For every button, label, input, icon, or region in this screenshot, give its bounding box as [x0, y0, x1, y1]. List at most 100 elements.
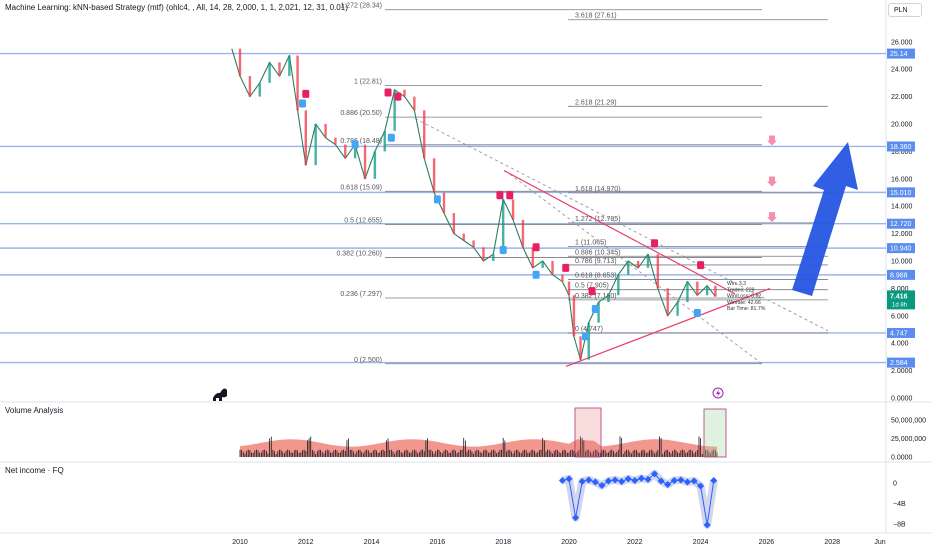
price-candle	[617, 275, 619, 296]
buy-signal-marker	[500, 246, 507, 254]
time-axis-tick-label: 2026	[759, 539, 775, 546]
time-axis-tick-label: 2018	[495, 539, 511, 546]
fib-right-label: 0.618 (8.653)	[575, 272, 617, 279]
price-candle	[268, 62, 270, 83]
price-candle	[314, 124, 316, 165]
price-level-label: 25.14	[890, 51, 908, 58]
time-axis-tick-label: 2012	[298, 539, 314, 546]
volume-axis-tick-label: 50,000,000	[891, 418, 926, 425]
volume-axis-tick-label: 0.0000	[891, 455, 913, 462]
sell-signal-marker	[506, 191, 513, 199]
price-candle	[384, 131, 386, 152]
price-candle	[472, 240, 474, 247]
buy-signal-marker	[582, 332, 589, 340]
price-candle	[588, 323, 590, 360]
fib-left-label: 0.886 (20.50)	[340, 110, 382, 117]
time-axis-tick-label: Jun	[874, 539, 885, 546]
price-level-label: 8.988	[890, 272, 908, 279]
price-level-label: 15.010	[890, 190, 912, 197]
price-axis-tick-label: 12.000	[891, 231, 913, 238]
income-axis-tick-label: −4B	[893, 501, 906, 508]
fib-right-label: 1.618 (14.970)	[575, 186, 621, 193]
price-axis-tick-label: 16.000	[891, 176, 913, 183]
sell-signal-marker	[697, 261, 704, 269]
price-level-label: 4.747	[890, 330, 908, 337]
price-level-label: 12.720	[890, 221, 912, 228]
fib-right-label: 3.618 (27.61)	[575, 13, 617, 20]
volume-pane-title: Volume Analysis	[5, 406, 63, 415]
price-axis-tick-label: 0.0000	[891, 396, 913, 403]
time-axis-tick-label: 2016	[430, 539, 446, 546]
price-candle	[239, 49, 241, 76]
price-candle	[714, 286, 716, 297]
sell-signal-marker	[302, 90, 309, 98]
price-candle	[502, 199, 504, 254]
price-candle	[374, 151, 376, 178]
price-candle	[413, 97, 415, 111]
price-candle	[423, 110, 425, 158]
price-candle	[647, 254, 649, 268]
price-candle	[492, 254, 494, 261]
fib-left-label: 0.382 (10.260)	[336, 250, 382, 257]
income-axis-tick-label: 0	[893, 481, 897, 488]
price-axis-tick-label: 6.000	[891, 313, 909, 320]
time-axis-tick-label: 2024	[693, 539, 709, 546]
buy-signal-marker	[694, 309, 701, 317]
fib-left-label: 0.618 (15.09)	[340, 184, 382, 191]
strategy-stat-label: Trades: 229	[727, 287, 755, 293]
price-candle	[579, 336, 581, 359]
price-candle	[607, 295, 609, 302]
price-candle	[551, 261, 553, 275]
price-candle	[364, 145, 366, 179]
price-candle	[296, 56, 298, 111]
fib-left-label: 0.236 (7.297)	[340, 291, 382, 298]
price-axis-tick-label: 14.000	[891, 204, 913, 211]
currency-selector[interactable]: PLN	[888, 3, 922, 17]
fib-left-label: 0 (2.500)	[354, 357, 382, 364]
volume-highlight-box	[575, 408, 601, 457]
forecast-arrow	[792, 142, 858, 296]
price-level-label: 10.940	[890, 246, 912, 253]
sell-signal-marker	[385, 88, 392, 96]
price-axis-tick-label: 22.000	[891, 94, 913, 101]
time-axis-tick-label: 2022	[627, 539, 643, 546]
price-candle	[657, 254, 659, 288]
strategy-stat-label: Win: 3.3	[727, 281, 746, 287]
price-axis-tick-label: 20.000	[891, 122, 913, 129]
price-candle	[305, 110, 307, 165]
sell-signal-marker	[533, 243, 540, 251]
strategy-stat-label: Bar Time: 81.7%	[727, 306, 766, 312]
down-arrow-icon	[767, 135, 777, 145]
price-candle	[573, 295, 575, 336]
price-candle	[568, 282, 570, 296]
price-candle	[463, 234, 465, 241]
price-candle	[686, 282, 688, 303]
buy-signal-marker	[434, 195, 441, 203]
price-axis-tick-label: 4.000	[891, 341, 909, 348]
price-candle	[512, 199, 514, 220]
price-candle	[324, 124, 326, 138]
fib-right-label: 0.382 (7.160)	[575, 293, 617, 300]
price-level-label: 18.360	[890, 144, 912, 151]
income-axis-tick-label: −8B	[893, 521, 906, 528]
price-candle	[522, 220, 524, 247]
price-candle	[541, 261, 543, 268]
fib-right-label: 0.886 (10.345)	[575, 249, 621, 256]
price-candle	[706, 286, 708, 296]
fib-right-label: 1.272 (12.785)	[575, 216, 621, 223]
price-candle	[667, 288, 669, 315]
buy-signal-marker	[352, 141, 359, 149]
price-axis-tick-label: 26.000	[891, 39, 913, 46]
price-candle	[249, 76, 251, 97]
time-axis-tick-label: 2010	[232, 539, 248, 546]
time-axis-tick-label: 2028	[824, 539, 840, 546]
price-candle	[403, 90, 405, 97]
current-price-label: 7.416	[890, 293, 908, 300]
indicator-header: Machine Learning: kNN-based Strategy (mt…	[5, 3, 348, 12]
price-candle	[433, 158, 435, 192]
price-candle	[696, 282, 698, 296]
fib-left-label: 1 (22.81)	[354, 79, 382, 86]
sell-signal-marker	[589, 287, 596, 295]
sell-signal-marker	[651, 239, 658, 247]
